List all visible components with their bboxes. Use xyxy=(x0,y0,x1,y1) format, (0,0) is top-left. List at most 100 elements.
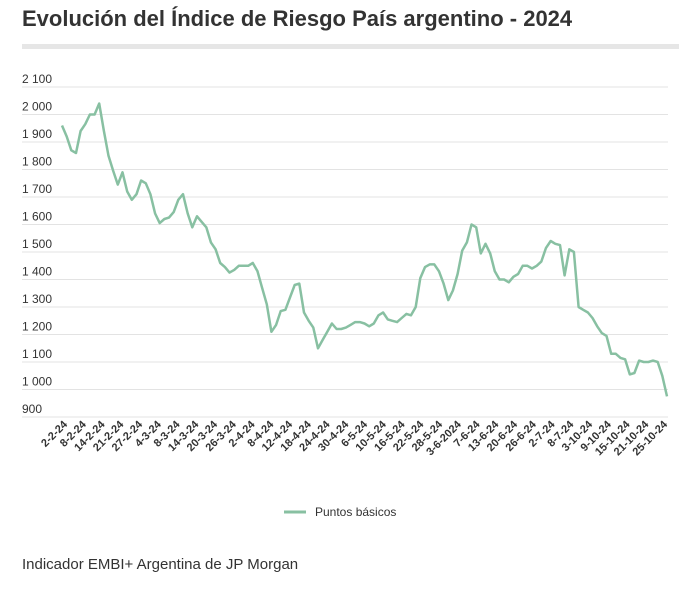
data-point[interactable] xyxy=(431,261,437,267)
data-point[interactable] xyxy=(143,180,149,186)
data-point[interactable] xyxy=(194,213,200,219)
data-point[interactable] xyxy=(166,215,172,221)
data-point[interactable] xyxy=(73,150,79,156)
data-point[interactable] xyxy=(538,259,544,265)
data-point[interactable] xyxy=(631,370,637,376)
data-point[interactable] xyxy=(590,315,596,321)
data-point[interactable] xyxy=(203,224,209,230)
data-point[interactable] xyxy=(399,315,405,321)
data-point[interactable] xyxy=(185,211,191,217)
data-point[interactable] xyxy=(562,272,568,278)
data-point[interactable] xyxy=(92,112,98,118)
data-point[interactable] xyxy=(329,321,335,327)
data-point[interactable] xyxy=(180,191,186,197)
legend[interactable]: Puntos básicos xyxy=(284,505,396,519)
data-point[interactable] xyxy=(306,318,312,324)
y-tick-label: 1 600 xyxy=(22,210,52,224)
data-point[interactable] xyxy=(250,260,256,266)
data-point[interactable] xyxy=(147,191,153,197)
data-point[interactable] xyxy=(450,288,456,294)
data-point[interactable] xyxy=(315,345,321,351)
data-point[interactable] xyxy=(110,168,116,174)
data-point[interactable] xyxy=(282,307,288,313)
data-point[interactable] xyxy=(134,191,140,197)
data-point[interactable] xyxy=(268,329,274,335)
data-point[interactable] xyxy=(659,373,665,379)
data-point[interactable] xyxy=(296,281,302,287)
data-point[interactable] xyxy=(534,263,540,269)
data-point[interactable] xyxy=(413,304,419,310)
data-point[interactable] xyxy=(157,220,163,226)
data-point[interactable] xyxy=(655,359,661,365)
series-line[interactable] xyxy=(60,102,669,397)
data-point[interactable] xyxy=(96,101,102,107)
data-point[interactable] xyxy=(417,275,423,281)
data-point[interactable] xyxy=(487,250,493,256)
data-point[interactable] xyxy=(664,393,670,399)
data-point[interactable] xyxy=(217,260,223,266)
data-point[interactable] xyxy=(124,189,130,195)
data-point[interactable] xyxy=(478,250,484,256)
data-point[interactable] xyxy=(594,323,600,329)
data-point[interactable] xyxy=(459,248,465,254)
data-point[interactable] xyxy=(171,209,177,215)
data-point[interactable] xyxy=(320,337,326,343)
data-point[interactable] xyxy=(506,279,512,285)
data-point[interactable] xyxy=(310,325,316,331)
data-point[interactable] xyxy=(101,128,107,134)
data-point[interactable] xyxy=(441,281,447,287)
data-point[interactable] xyxy=(571,249,577,255)
data-point[interactable] xyxy=(557,242,563,248)
data-point[interactable] xyxy=(455,271,461,277)
data-point[interactable] xyxy=(129,197,135,203)
data-point[interactable] xyxy=(120,169,126,175)
line-chart: 2 100 2 000 1 900 1 800 1 700 1 600 1 500 1 400… xyxy=(22,72,671,519)
data-point[interactable] xyxy=(199,219,205,225)
data-point[interactable] xyxy=(208,239,214,245)
data-point[interactable] xyxy=(371,321,377,327)
data-point[interactable] xyxy=(152,211,158,217)
data-point[interactable] xyxy=(231,267,237,273)
data-point[interactable] xyxy=(115,182,121,188)
data-point[interactable] xyxy=(255,268,261,274)
data-point[interactable] xyxy=(543,245,549,251)
data-point[interactable] xyxy=(213,246,219,252)
data-point[interactable] xyxy=(408,312,414,318)
y-tick-label: 1 800 xyxy=(22,155,52,169)
data-point[interactable] xyxy=(82,121,88,127)
y-axis-ticks: 2 100 2 000 1 900 1 800 1 700 1 600 1 500 1 400… xyxy=(22,72,52,416)
data-point[interactable] xyxy=(492,268,498,274)
y-tick-label: 1 500 xyxy=(22,237,52,251)
data-point[interactable] xyxy=(622,356,628,362)
data-point[interactable] xyxy=(64,134,70,140)
title-divider xyxy=(22,44,679,49)
data-point[interactable] xyxy=(613,351,619,357)
data-point[interactable] xyxy=(473,224,479,230)
data-point[interactable] xyxy=(106,153,112,159)
data-point[interactable] xyxy=(273,322,279,328)
data-point[interactable] xyxy=(301,310,307,316)
data-point[interactable] xyxy=(222,264,228,270)
data-point[interactable] xyxy=(394,319,400,325)
data-point[interactable] xyxy=(445,297,451,303)
data-point[interactable] xyxy=(604,333,610,339)
y-tick-label: 2 100 xyxy=(22,72,52,86)
data-point[interactable] xyxy=(585,310,591,316)
data-point[interactable] xyxy=(189,224,195,230)
y-tick-label: 1 100 xyxy=(22,347,52,361)
data-point[interactable] xyxy=(515,271,521,277)
y-tick-label: 1 400 xyxy=(22,265,52,279)
data-point[interactable] xyxy=(464,239,470,245)
data-point[interactable] xyxy=(287,294,293,300)
data-point[interactable] xyxy=(324,329,330,335)
data-point[interactable] xyxy=(436,268,442,274)
data-point[interactable] xyxy=(483,241,489,247)
data-point[interactable] xyxy=(259,285,265,291)
data-point[interactable] xyxy=(175,197,181,203)
data-point[interactable] xyxy=(78,128,84,134)
data-point[interactable] xyxy=(264,301,270,307)
data-point[interactable] xyxy=(59,123,65,129)
y-tick-label: 1 900 xyxy=(22,127,52,141)
x-axis-ticks: 2-2-248-2-2414-2-2421-2-2427-2-244-3-248… xyxy=(39,418,671,458)
data-point[interactable] xyxy=(380,310,386,316)
